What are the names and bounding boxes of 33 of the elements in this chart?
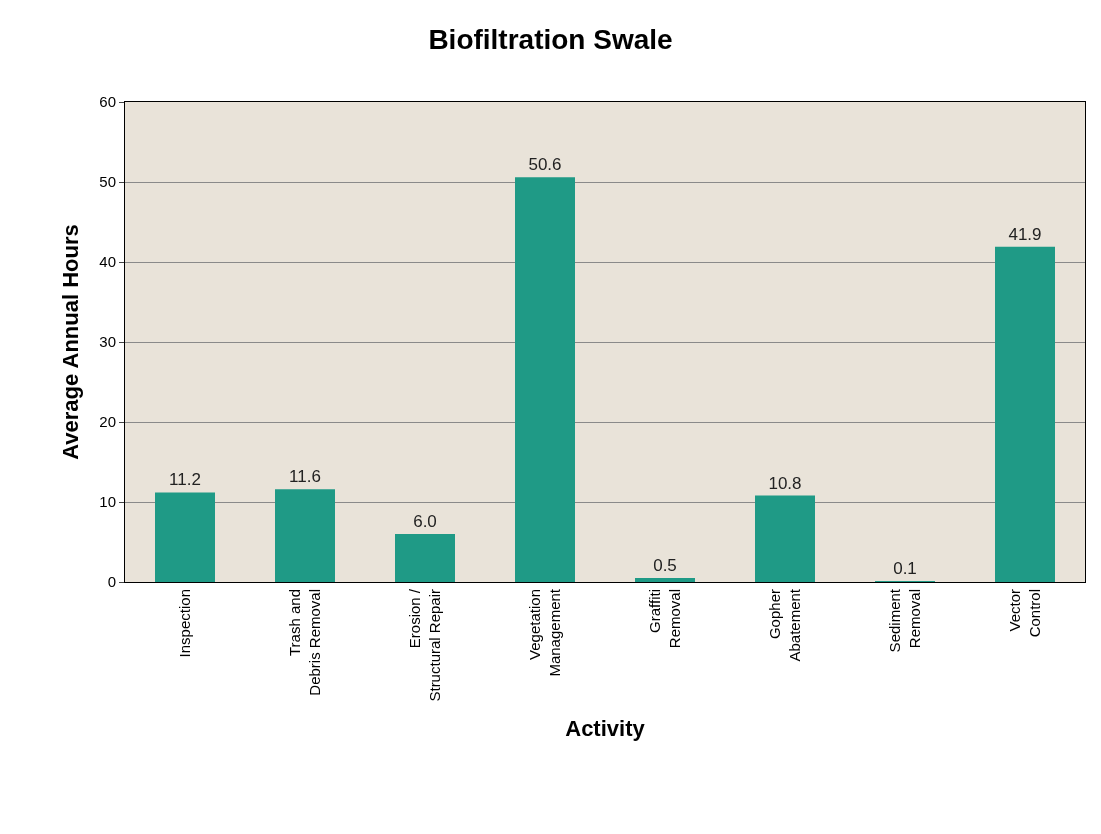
data-label: 0.1 (893, 559, 917, 578)
data-label: 10.8 (768, 473, 802, 493)
x-tick-label: Trash and Debris Removal (286, 589, 323, 696)
y-tick-label: 40 (99, 253, 116, 271)
y-tick-label: 20 (99, 413, 116, 431)
bar (395, 534, 455, 582)
data-label: 0.5 (653, 556, 677, 575)
y-tick-label: 50 (99, 173, 116, 191)
bar (515, 177, 575, 582)
x-tick-label: Inspection (175, 589, 193, 658)
y-tick-label: 30 (99, 333, 116, 351)
y-tick-label: 10 (99, 493, 116, 511)
y-axis-title: Average Annual Hours (58, 224, 84, 460)
bar (275, 489, 335, 582)
x-tick-label: Gopher Abatement (766, 588, 803, 662)
y-tick-label: 0 (107, 573, 116, 591)
data-label: 11.6 (289, 467, 321, 487)
x-axis-title: Activity (565, 716, 646, 742)
bar (155, 492, 215, 582)
x-tick-label: Sediment Removal (886, 588, 923, 653)
x-tick-label: Graffiti Removal (646, 589, 683, 649)
bar (995, 246, 1055, 582)
bar (635, 578, 695, 582)
data-label: 6.0 (413, 512, 437, 531)
x-tick-label: Vegetation Management (526, 588, 563, 677)
data-label: 41.9 (1008, 224, 1042, 244)
x-tick-label: Vector Control (1006, 589, 1043, 638)
data-label: 11.2 (169, 470, 201, 490)
chart-title: Biofiltration Swale (428, 23, 673, 55)
bar (755, 495, 815, 582)
y-tick-label: 60 (99, 93, 116, 111)
data-label: 50.6 (528, 155, 562, 175)
x-tick-label: Erosion / Structural Repair (406, 588, 443, 702)
